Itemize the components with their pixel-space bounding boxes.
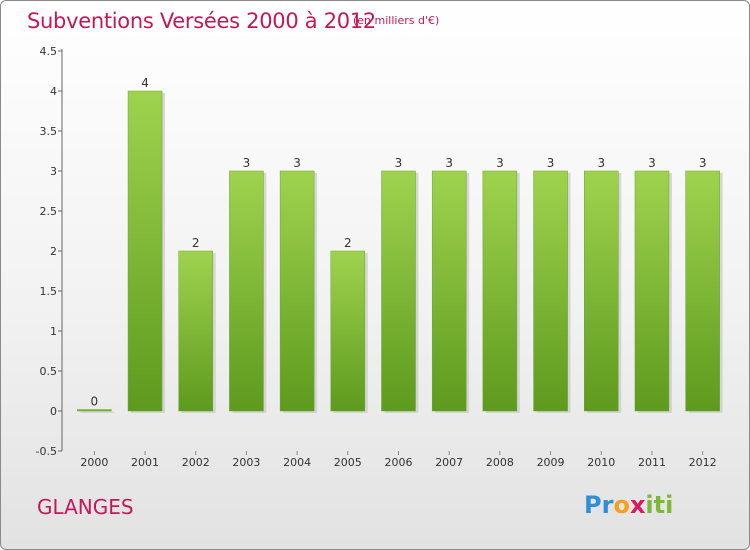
commune-name: GLANGES <box>37 495 134 519</box>
x-tick-label: 2001 <box>131 456 159 469</box>
bar <box>584 170 619 412</box>
data-label: 2 <box>344 236 352 250</box>
data-label: 2 <box>192 236 200 250</box>
bar-layer <box>77 90 723 413</box>
x-tick-label: 2008 <box>486 456 514 469</box>
data-label: 3 <box>243 156 251 170</box>
data-label: 3 <box>395 156 403 170</box>
data-label: 4 <box>141 76 149 90</box>
chart-subtitle: (en milliers d'€) <box>353 14 440 27</box>
x-tick-label: 2005 <box>334 456 362 469</box>
y-tick-label: 2.5 <box>40 205 58 218</box>
y-tick-label: -0.5 <box>36 445 57 458</box>
logo-part-1: Pr <box>584 491 614 519</box>
logo-part-4: iti <box>645 491 674 519</box>
y-tick-label: 1.5 <box>40 285 58 298</box>
bar <box>127 90 163 412</box>
data-label: 3 <box>445 156 453 170</box>
bar <box>533 170 568 412</box>
y-tick-label: 1 <box>50 325 57 338</box>
bar-shadow <box>80 411 115 413</box>
data-label: 3 <box>496 156 504 170</box>
y-tick-label: 3.5 <box>40 125 58 138</box>
axis-layer <box>58 49 704 455</box>
x-tick-label: 2011 <box>638 456 666 469</box>
x-tick-label: 2000 <box>80 456 108 469</box>
bar <box>77 409 112 412</box>
chart-title: Subventions Versées 2000 à 2012 <box>27 9 376 33</box>
x-tick-label: 2002 <box>182 456 210 469</box>
data-label: 3 <box>597 156 605 170</box>
y-tick-label: 0 <box>50 405 57 418</box>
bar <box>381 170 416 412</box>
x-tick-label: 2010 <box>587 456 615 469</box>
logo-part-3: x <box>629 491 646 519</box>
data-label: 3 <box>699 156 707 170</box>
bar <box>431 170 467 412</box>
y-tick-label: 4 <box>50 85 57 98</box>
x-tick-label: 2012 <box>689 456 717 469</box>
y-tick-label: 3 <box>50 165 57 178</box>
y-tick-label: 2 <box>50 245 57 258</box>
data-label: 0 <box>91 395 99 409</box>
data-label: 3 <box>293 156 301 170</box>
label-layer: 4.5 4 3.5 3 2.5 2 1.5 1 0.5 0 -0.5 2000 0 2001 4 2002 2 2… <box>36 45 717 469</box>
bar <box>330 250 366 412</box>
data-label: 3 <box>547 156 555 170</box>
x-tick-label: 2003 <box>232 456 260 469</box>
y-tick-label: 0.5 <box>40 365 58 378</box>
x-tick-label: 2006 <box>385 456 413 469</box>
bar <box>178 250 213 412</box>
x-tick-label: 2007 <box>435 456 463 469</box>
data-label: 3 <box>648 156 656 170</box>
logo-part-2: o <box>613 491 630 519</box>
bar <box>482 170 518 412</box>
y-tick-label: 4.5 <box>40 45 58 58</box>
x-tick-label: 2009 <box>537 456 565 469</box>
bar <box>229 170 264 412</box>
bar <box>634 170 670 412</box>
bar <box>279 170 315 412</box>
bar <box>685 170 720 412</box>
x-tick-label: 2004 <box>283 456 311 469</box>
proxiti-logo[interactable]: Proxiti <box>584 491 673 519</box>
